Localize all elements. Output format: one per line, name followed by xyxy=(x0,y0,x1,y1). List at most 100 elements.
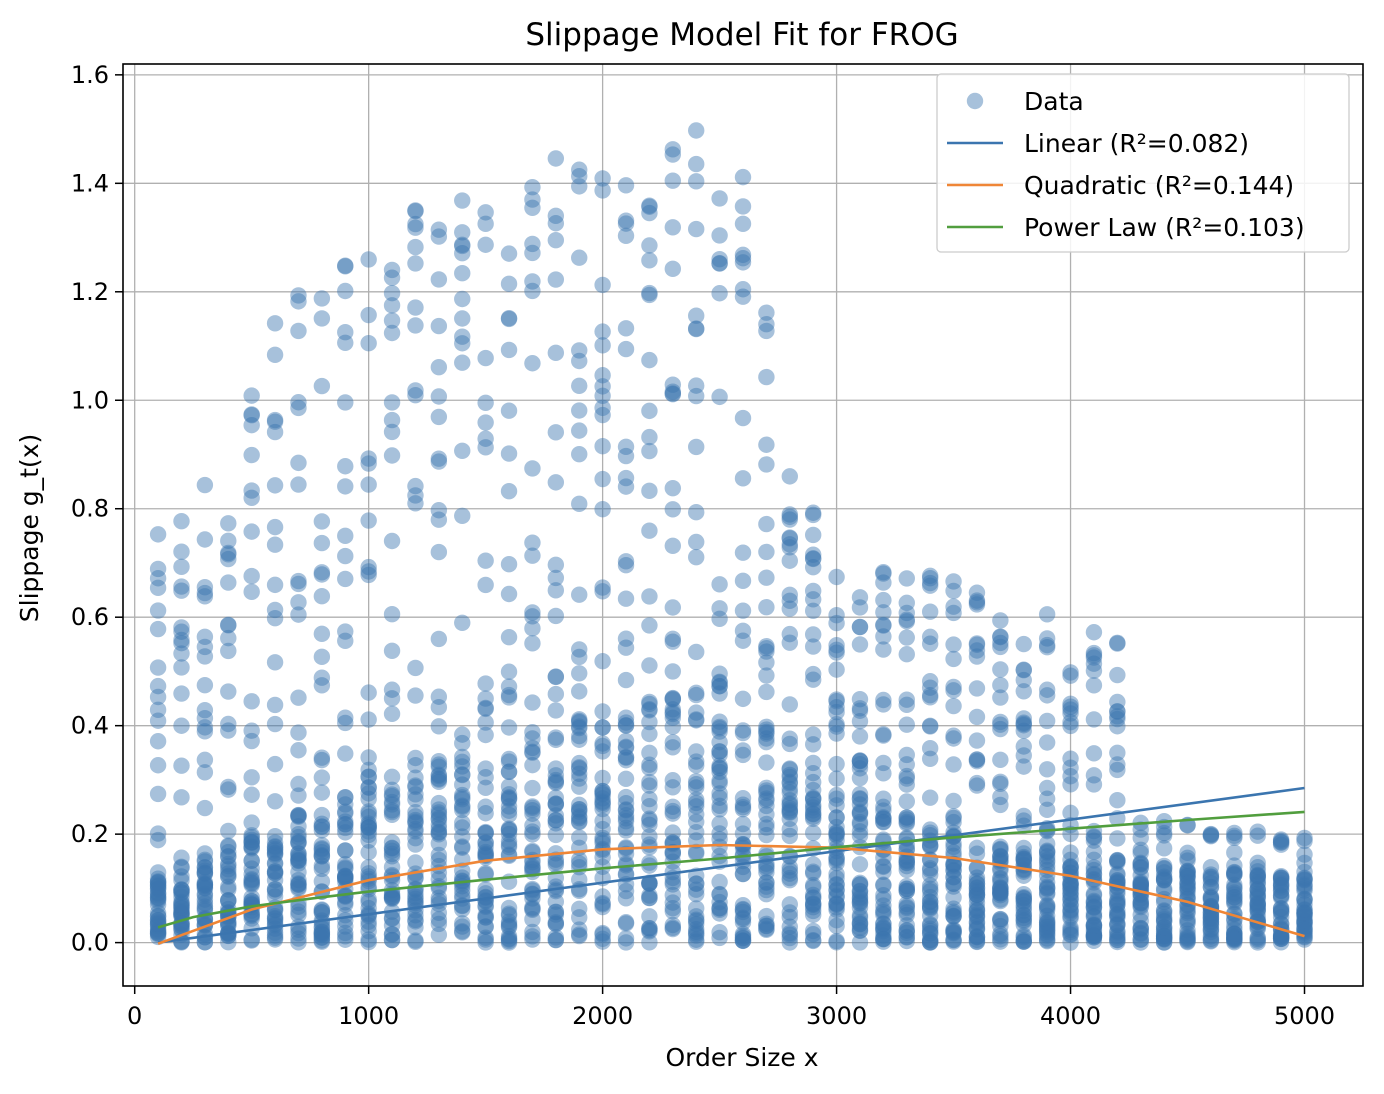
data-point xyxy=(360,890,377,908)
data-point xyxy=(149,757,167,774)
data-point xyxy=(524,620,541,637)
data-point xyxy=(664,805,682,822)
data-point xyxy=(711,899,728,917)
data-point xyxy=(1062,664,1079,681)
data-point xyxy=(804,582,822,600)
data-point xyxy=(828,881,845,899)
data-point xyxy=(758,667,775,684)
data-point xyxy=(290,876,307,893)
data-point xyxy=(1038,843,1056,860)
data-point xyxy=(688,533,705,551)
data-point xyxy=(898,882,915,900)
data-point xyxy=(968,929,986,946)
data-point xyxy=(688,307,705,324)
data-point xyxy=(477,394,494,411)
data-point xyxy=(1249,874,1266,891)
fit-lines-layer xyxy=(157,786,1305,945)
data-point xyxy=(454,507,471,524)
data-point xyxy=(594,926,611,943)
data-point xyxy=(828,809,845,826)
x-tick-label: 1000 xyxy=(338,1002,399,1030)
data-point xyxy=(571,851,588,868)
data-point xyxy=(360,819,377,836)
data-point xyxy=(804,764,822,782)
data-point xyxy=(407,823,424,840)
data-point xyxy=(968,889,986,907)
data-point xyxy=(758,637,775,655)
data-point xyxy=(781,795,798,812)
data-point xyxy=(220,515,237,532)
data-point xyxy=(945,650,962,668)
data-point xyxy=(1249,896,1266,914)
data-point xyxy=(1202,874,1220,892)
data-point xyxy=(337,924,354,942)
data-point xyxy=(1085,917,1103,934)
data-point xyxy=(921,740,939,757)
data-point xyxy=(968,774,986,792)
data-point xyxy=(173,905,190,922)
data-point xyxy=(1062,701,1079,718)
data-point xyxy=(758,754,775,771)
data-point xyxy=(1155,930,1173,947)
data-point xyxy=(781,865,798,882)
data-point xyxy=(828,932,845,950)
data-point xyxy=(688,387,705,405)
data-point xyxy=(617,801,635,818)
data-point xyxy=(594,337,611,354)
data-point xyxy=(945,730,962,747)
data-point xyxy=(196,934,214,951)
data-point xyxy=(898,646,915,663)
data-point xyxy=(1062,909,1079,927)
data-point xyxy=(1085,929,1103,946)
data-point xyxy=(851,874,869,892)
data-point xyxy=(196,880,214,897)
data-point xyxy=(898,854,915,871)
data-point xyxy=(173,578,190,595)
data-point xyxy=(454,766,471,784)
data-point xyxy=(149,915,167,932)
data-point xyxy=(547,607,565,625)
y-tick-label: 1.0 xyxy=(71,386,109,414)
data-point xyxy=(1296,924,1313,941)
data-point xyxy=(641,657,658,674)
data-point xyxy=(1109,852,1126,870)
data-point xyxy=(781,600,798,617)
data-point xyxy=(898,917,915,934)
data-point xyxy=(1179,875,1196,893)
data-point xyxy=(781,908,798,926)
data-point xyxy=(220,715,237,733)
data-point xyxy=(1085,907,1103,925)
data-point xyxy=(1272,929,1290,946)
data-point xyxy=(641,777,658,794)
data-point xyxy=(477,215,494,233)
data-point xyxy=(477,838,494,856)
data-point xyxy=(594,784,611,802)
data-point xyxy=(547,569,565,587)
data-point xyxy=(828,896,845,913)
data-point xyxy=(571,178,588,195)
data-point xyxy=(407,811,424,829)
data-point xyxy=(407,386,424,404)
data-point xyxy=(313,926,331,943)
data-point xyxy=(430,770,448,787)
data-point xyxy=(477,892,494,909)
data-point xyxy=(594,793,611,810)
data-point xyxy=(968,907,986,925)
data-point xyxy=(734,925,752,943)
data-point xyxy=(430,450,448,467)
data-point xyxy=(711,255,728,272)
data-point xyxy=(875,809,892,826)
data-point xyxy=(898,629,915,646)
data-point xyxy=(758,304,775,321)
data-point xyxy=(454,797,471,814)
data-point xyxy=(594,470,611,488)
data-point xyxy=(454,801,471,819)
data-point xyxy=(407,202,424,219)
data-point xyxy=(454,924,471,941)
data-point xyxy=(875,933,892,950)
data-point xyxy=(196,875,214,893)
data-point xyxy=(1226,930,1243,947)
data-point xyxy=(758,456,775,473)
data-point xyxy=(290,606,307,623)
data-point xyxy=(664,663,682,680)
